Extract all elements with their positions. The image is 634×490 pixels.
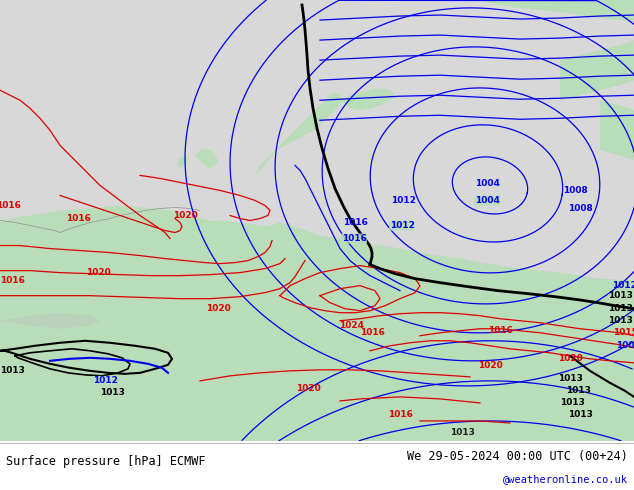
Text: 1016: 1016	[0, 276, 25, 285]
Text: 1016: 1016	[65, 214, 91, 223]
Text: Surface pressure [hPa] ECMWF: Surface pressure [hPa] ECMWF	[6, 455, 206, 468]
Text: 1013: 1013	[567, 411, 592, 419]
Text: 100: 100	[616, 341, 634, 350]
Polygon shape	[0, 205, 634, 441]
Text: 1012: 1012	[93, 376, 117, 385]
Text: 1016: 1016	[359, 328, 384, 337]
Polygon shape	[0, 220, 634, 441]
Text: 1004: 1004	[475, 196, 500, 205]
Text: 1016: 1016	[342, 218, 368, 227]
Text: 1016: 1016	[342, 234, 366, 243]
Text: 1012: 1012	[391, 196, 415, 205]
Text: 1020: 1020	[477, 361, 502, 370]
Polygon shape	[600, 100, 634, 160]
Text: 1013: 1013	[0, 367, 25, 375]
Polygon shape	[480, 0, 634, 22]
Polygon shape	[177, 155, 188, 168]
Text: 1016: 1016	[387, 411, 413, 419]
Text: 1013: 1013	[560, 398, 585, 407]
Text: 1020: 1020	[205, 304, 230, 313]
Text: 1013: 1013	[450, 428, 474, 438]
Polygon shape	[340, 88, 395, 110]
Text: 1016: 1016	[488, 326, 512, 335]
Text: 1004: 1004	[475, 179, 500, 188]
Polygon shape	[195, 148, 218, 169]
Text: 1008: 1008	[567, 204, 592, 213]
Polygon shape	[255, 92, 342, 175]
Text: 1020: 1020	[172, 211, 197, 220]
Text: 1020: 1020	[86, 268, 110, 277]
Polygon shape	[0, 313, 100, 329]
Text: 1013: 1013	[607, 304, 633, 313]
Text: 1015: 1015	[612, 328, 634, 337]
Text: 1008: 1008	[562, 186, 587, 195]
Polygon shape	[560, 40, 634, 100]
Text: 1013: 1013	[607, 291, 633, 300]
Text: 1012: 1012	[612, 281, 634, 290]
Text: @weatheronline.co.uk: @weatheronline.co.uk	[503, 474, 628, 484]
Text: 1013: 1013	[100, 389, 124, 397]
Polygon shape	[590, 52, 602, 62]
Text: 1020: 1020	[295, 384, 320, 393]
Text: 1016: 1016	[0, 201, 20, 210]
Text: 1013: 1013	[557, 374, 583, 383]
Text: 1012: 1012	[389, 221, 415, 230]
Text: We 29-05-2024 00:00 UTC (00+24): We 29-05-2024 00:00 UTC (00+24)	[407, 450, 628, 463]
Text: 1024: 1024	[339, 321, 365, 330]
Text: 1020: 1020	[558, 354, 583, 363]
Text: 1013: 1013	[607, 316, 633, 325]
Text: 1013: 1013	[566, 387, 590, 395]
